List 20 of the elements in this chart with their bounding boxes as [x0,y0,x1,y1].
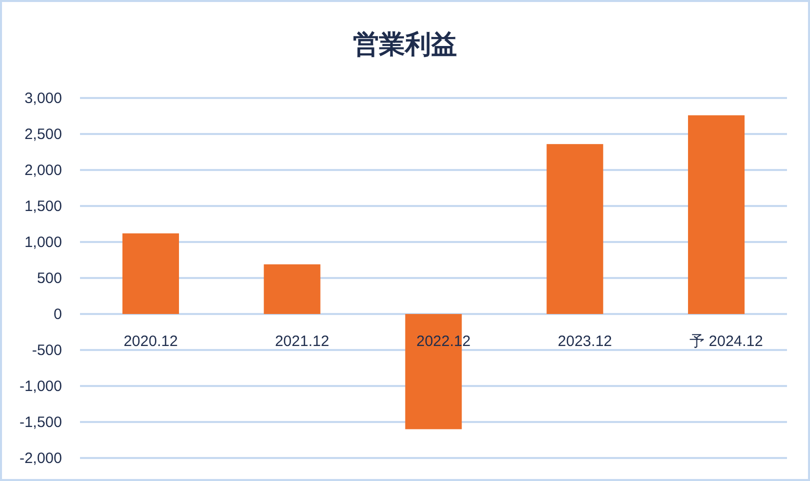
y-tick-label: 1,500 [24,198,62,215]
y-tick-label: 2,500 [24,126,62,143]
y-tick-label: 500 [36,270,62,287]
y-tick-label: -1,500 [19,414,62,431]
y-tick-label: 3,000 [24,90,62,107]
bar [122,233,179,314]
y-tick-label: 2,000 [24,162,62,179]
y-tick-label: -500 [32,342,62,359]
bar [546,144,604,314]
y-tick-label: 0 [54,306,62,323]
y-tick-label: -2,000 [19,450,62,467]
y-tick-label: -1,000 [19,378,62,395]
x-tick-label: 2021.12 [274,333,330,350]
chart-title: 営業利益 [353,29,457,59]
x-tick-label: 2023.12 [558,333,612,350]
x-tick-label: 2020.12 [124,333,178,350]
x-tick-label: 予 2024.12 [690,333,763,350]
bar [264,264,320,314]
bar [688,115,745,314]
y-tick-label: 1,000 [24,234,62,251]
